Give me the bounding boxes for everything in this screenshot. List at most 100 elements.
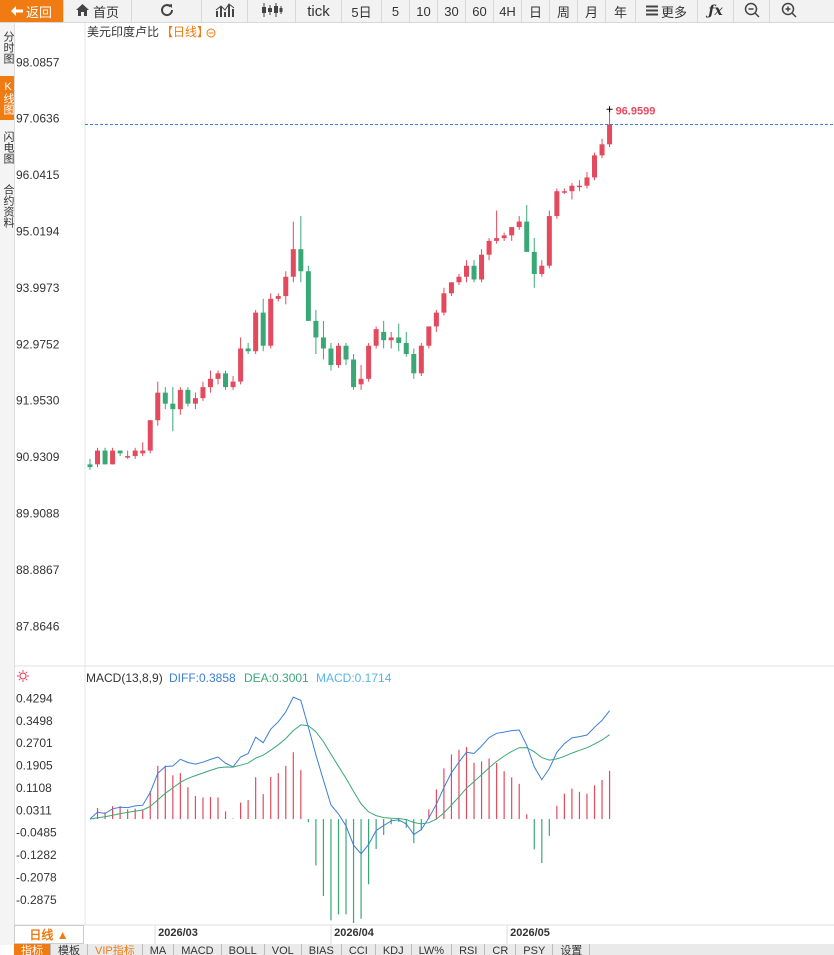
tab-flash[interactable]: 闪电图 <box>2 130 14 164</box>
period-5[interactable]: 5 <box>382 0 410 22</box>
period-4h[interactable]: 4H <box>494 0 522 22</box>
candle <box>230 376 236 390</box>
zoom-out-button[interactable] <box>734 0 770 22</box>
indicator-tab[interactable]: MACD <box>174 944 222 955</box>
indicator-tab[interactable]: PSY <box>516 944 554 955</box>
macd-diff: DIFF:0.3858 <box>169 671 236 685</box>
zoom-out-icon <box>744 2 760 21</box>
candle <box>531 238 537 288</box>
top-toolbar: 返回 首页 tick 5日 5 10 30 60 4H 日 周 月 年 更多 ƒ… <box>0 0 834 23</box>
indicator-tab[interactable]: CR <box>485 944 517 955</box>
indicator-tab[interactable]: 模板 <box>51 944 88 955</box>
zoom-in-button[interactable] <box>770 0 808 22</box>
indicator-tab[interactable]: LW% <box>412 944 453 955</box>
candle <box>320 320 326 360</box>
price-axis-label: 95.0194 <box>16 225 60 239</box>
macd-axis-label: 0.2701 <box>16 736 53 750</box>
candle <box>358 365 364 390</box>
indicator-tab[interactable]: VOL <box>265 944 302 955</box>
kline-chart[interactable]: 美元印度卢比 【日线】 98.0857 97.0636 96.0415 95.0194… <box>14 23 834 945</box>
tab-time-sharing[interactable]: 分时图 <box>2 30 14 64</box>
indicator-tab[interactable]: MA <box>143 944 175 955</box>
candlestick-button[interactable] <box>248 0 296 22</box>
collapse-icon[interactable] <box>206 28 216 38</box>
indicator-tab[interactable]: KDJ <box>376 944 412 955</box>
candle <box>501 232 507 241</box>
candle <box>471 260 477 283</box>
back-button[interactable]: 返回 <box>0 0 64 22</box>
candle <box>283 271 289 305</box>
indicator-tab[interactable]: 指标 <box>14 944 51 955</box>
candle <box>516 216 522 230</box>
candle <box>546 210 552 269</box>
period-month[interactable]: 月 <box>578 0 606 22</box>
bar-chart-button[interactable] <box>202 0 248 22</box>
candle <box>509 227 515 241</box>
home-button[interactable]: 首页 <box>64 0 132 22</box>
candle <box>335 342 341 368</box>
tab-kline[interactable]: K线图 <box>0 76 14 120</box>
macd-axis-label: -0.2875 <box>16 893 57 907</box>
indicator-tabs: 指标 模板 VIP指标 MA MACD BOLL VOL BIAS CCI KDJ LW% RSI CR… <box>14 944 834 955</box>
settings-icon[interactable] <box>17 670 29 682</box>
candle <box>494 210 500 244</box>
date-axis-label: 2026/04 <box>334 927 375 939</box>
candle <box>117 450 123 457</box>
candle <box>441 287 447 316</box>
indicator-tab[interactable]: 设置 <box>553 944 591 955</box>
period-60[interactable]: 60 <box>466 0 494 22</box>
candle <box>607 111 613 148</box>
indicator-tab[interactable]: BIAS <box>302 944 342 955</box>
candle <box>343 342 349 366</box>
period-day[interactable]: 日 <box>522 0 550 22</box>
period-30[interactable]: 30 <box>438 0 466 22</box>
indicator-tab[interactable]: VIP指标 <box>88 944 143 955</box>
macd-axis-label: 0.1905 <box>16 759 53 773</box>
candle <box>524 205 530 252</box>
refresh-button[interactable] <box>132 0 202 22</box>
indicator-tab[interactable]: RSI <box>452 944 486 955</box>
formula-button[interactable]: ƒx <box>698 0 734 22</box>
candle <box>411 348 417 379</box>
tick-button[interactable]: tick <box>296 0 342 22</box>
macd-axis-label: 0.4294 <box>16 691 53 705</box>
macd-axis-label: -0.0485 <box>16 826 57 840</box>
price-axis-label: 97.0636 <box>16 112 60 126</box>
period-10[interactable]: 10 <box>410 0 438 22</box>
indicator-tab[interactable]: BOLL <box>222 944 265 955</box>
candle <box>185 387 191 407</box>
candle <box>561 188 567 194</box>
indicator-tab[interactable]: CCI <box>342 944 376 955</box>
candlestick-icon <box>261 2 283 20</box>
side-tabs: 分时图 K线图 闪电图 合约资料 <box>0 23 15 945</box>
candle <box>253 309 259 354</box>
candle <box>87 458 93 470</box>
fx-icon: ƒx <box>708 3 723 19</box>
tab-contract-info[interactable]: 合约资料 <box>2 184 14 228</box>
candle <box>396 323 402 352</box>
macd-axis-label: 0.3498 <box>16 714 53 728</box>
price-axis-label: 90.9309 <box>16 450 60 464</box>
macd-axis-label: 0.0311 <box>16 803 52 817</box>
candle <box>328 342 334 371</box>
period-selector[interactable]: 日线 ▲ <box>14 925 84 944</box>
more-button[interactable]: 更多 <box>636 0 698 22</box>
macd-dea: DEA:0.3001 <box>244 671 309 685</box>
candle <box>290 221 296 283</box>
period-week[interactable]: 周 <box>550 0 578 22</box>
candle <box>313 309 319 354</box>
candle <box>576 180 582 192</box>
candle <box>486 238 492 261</box>
candle <box>426 326 432 349</box>
arrow-left-icon <box>10 4 23 19</box>
candle <box>207 370 213 393</box>
zoom-in-icon <box>781 2 797 21</box>
last-price-label: 96.9599 <box>616 105 656 117</box>
price-axis-label: 92.9752 <box>16 337 60 351</box>
period-5d[interactable]: 5日 <box>342 0 382 22</box>
candle <box>192 392 198 410</box>
candle <box>95 447 101 468</box>
period-year[interactable]: 年 <box>606 0 636 22</box>
candle <box>260 298 266 352</box>
price-axis-label: 87.8646 <box>16 619 60 633</box>
